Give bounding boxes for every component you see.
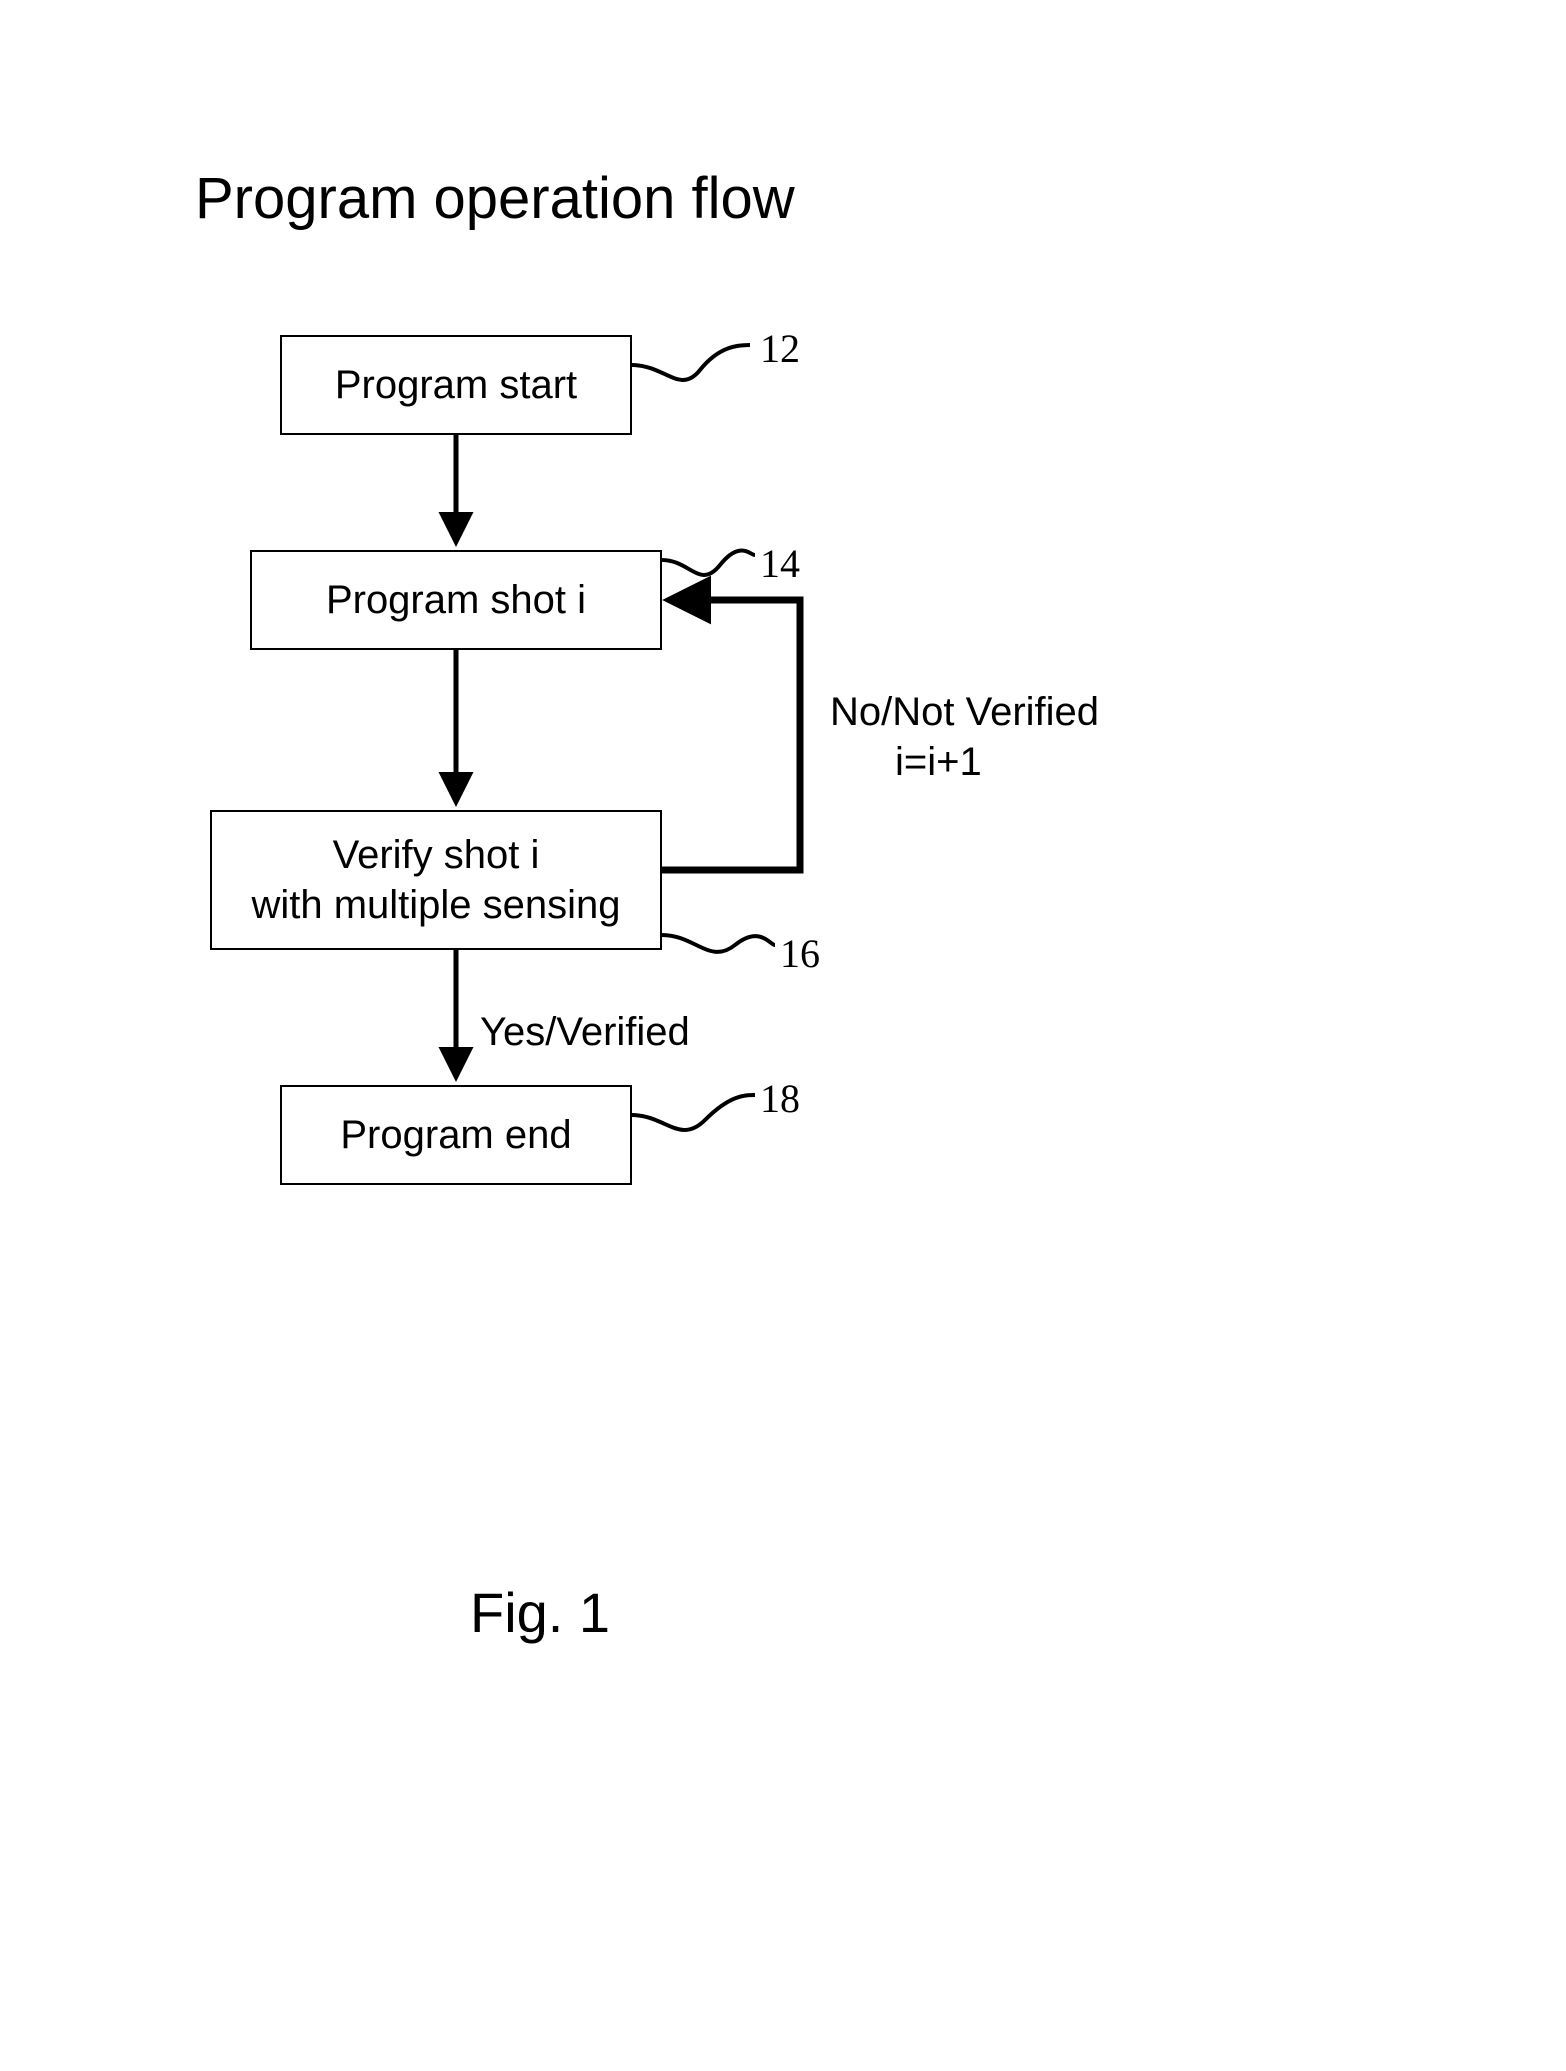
label-no-not-verified: No/Not Verified xyxy=(830,690,1099,735)
callout-18 xyxy=(632,1095,755,1130)
arrows-overlay xyxy=(0,0,1566,2071)
node-program-shot: Program shot i xyxy=(250,550,662,650)
callout-12 xyxy=(632,345,750,380)
callout-16 xyxy=(662,935,775,952)
label-yes-verified: Yes/Verified xyxy=(480,1010,690,1055)
ref-16: 16 xyxy=(780,930,820,977)
edge-16-14-loop xyxy=(662,600,800,870)
node-program-start-label: Program start xyxy=(335,360,577,410)
figure-label: Fig. 1 xyxy=(470,1580,610,1645)
ref-14: 14 xyxy=(760,540,800,587)
ref-12: 12 xyxy=(760,325,800,372)
node-program-start: Program start xyxy=(280,335,632,435)
flowchart-page: Program operation flow Program start Pro… xyxy=(0,0,1566,2071)
node-verify-shot: Verify shot i with multiple sensing xyxy=(210,810,662,950)
node-program-shot-label: Program shot i xyxy=(326,575,586,625)
node-program-end-label: Program end xyxy=(340,1110,571,1160)
ref-18: 18 xyxy=(760,1075,800,1122)
label-increment: i=i+1 xyxy=(895,740,982,785)
diagram-title: Program operation flow xyxy=(195,165,795,232)
callout-14 xyxy=(662,551,755,575)
node-verify-shot-label: Verify shot i with multiple sensing xyxy=(251,830,620,930)
node-program-end: Program end xyxy=(280,1085,632,1185)
